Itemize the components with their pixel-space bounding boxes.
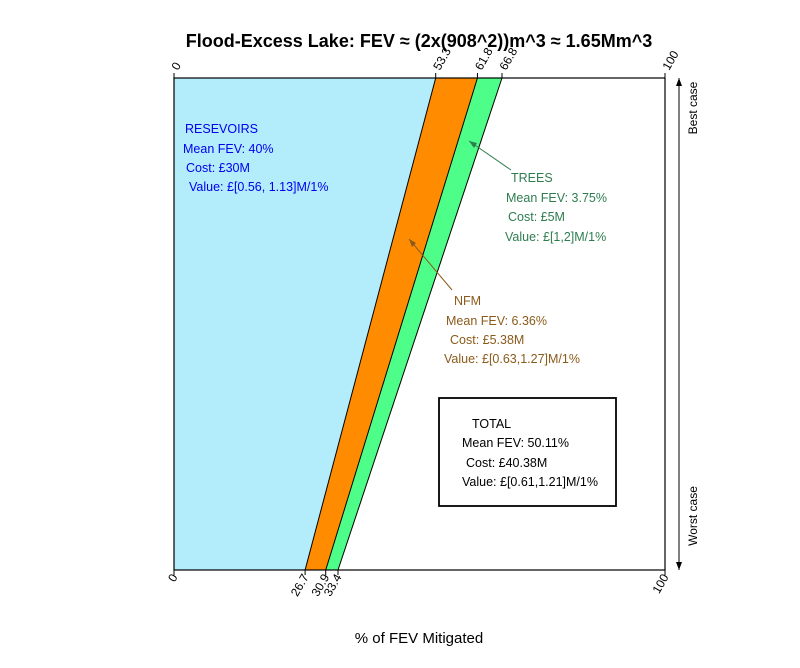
- band-edge-nfm: [325, 77, 478, 571]
- trees-title: TREES: [511, 171, 553, 185]
- bottom-axis: 0 26.730.933.4 100: [165, 570, 672, 599]
- x-axis-title: % of FEV Mitigated: [355, 630, 483, 647]
- chart-title: Flood-Excess Lake: FEV ≈ (2x(908^2))m^3 …: [186, 31, 652, 51]
- worst-case-label: Worst case: [686, 486, 700, 546]
- bottom-tick-label: 0: [165, 571, 181, 584]
- total-value: Value: £[0.61,1.21]M/1%: [462, 475, 598, 489]
- trees-arrow-icon: [469, 141, 477, 148]
- best-case-label: Best case: [686, 81, 700, 134]
- total-mean: Mean FEV: 50.11%: [462, 436, 569, 450]
- reservoirs-title: RESEVOIRS: [185, 122, 258, 136]
- nfm-mean: Mean FEV: 6.36%: [446, 314, 547, 328]
- nfm-arrow-icon: [409, 239, 416, 247]
- bottom-tick-label: 100: [649, 571, 671, 596]
- right-axis: Best case Worst case: [676, 78, 700, 570]
- nfm-cost: Cost: £5.38M: [450, 333, 524, 347]
- reservoirs-annotation: RESEVOIRS Mean FEV: 40% Cost: £30M Value…: [183, 122, 328, 194]
- trees-cost: Cost: £5M: [508, 210, 565, 224]
- top-tick-label: 100: [659, 48, 681, 73]
- nfm-annotation: NFM Mean FEV: 6.36% Cost: £5.38M Value: …: [408, 238, 580, 366]
- total-box: [438, 397, 617, 507]
- nfm-pointer: [408, 238, 453, 291]
- total-title: TOTAL: [472, 417, 511, 431]
- plot-frame: [173, 77, 666, 571]
- trees-mean: Mean FEV: 3.75%: [506, 191, 607, 205]
- band-edge-resevoirs: [304, 77, 437, 571]
- trees-annotation: TREES Mean FEV: 3.75% Cost: £5M Value: £…: [468, 140, 607, 244]
- up-arrow-icon: [676, 78, 682, 86]
- total-annotation: TOTAL Mean FEV: 50.11% Cost: £40.38M Val…: [438, 397, 617, 507]
- reservoirs-mean: Mean FEV: 40%: [183, 142, 274, 156]
- top-tick-label: 0: [168, 59, 184, 72]
- band-edge-trees: [337, 77, 503, 571]
- nfm-title: NFM: [454, 294, 481, 308]
- reservoirs-cost: Cost: £30M: [186, 161, 250, 175]
- band-resevoirs: [174, 78, 436, 570]
- trees-pointer: [468, 140, 512, 171]
- nfm-value: Value: £[0.63,1.27]M/1%: [444, 352, 580, 366]
- trees-value: Value: £[1,2]M/1%: [505, 230, 606, 244]
- bottom-tick-label: 26.7: [288, 571, 312, 599]
- reservoirs-value: Value: £[0.56, 1.13]M/1%: [189, 180, 328, 194]
- total-cost: Cost: £40.38M: [466, 456, 547, 470]
- down-arrow-icon: [676, 562, 682, 570]
- series-bands: [174, 77, 503, 571]
